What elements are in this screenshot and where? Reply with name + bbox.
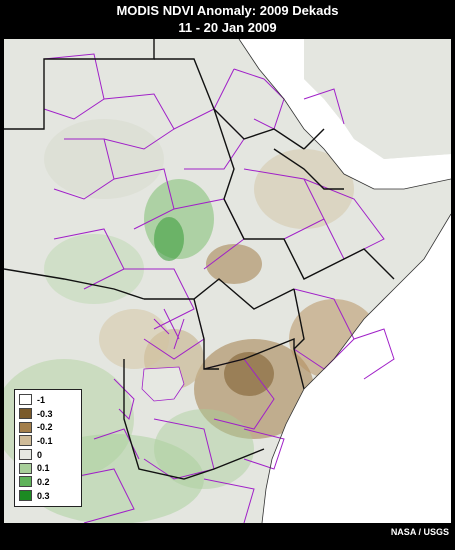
map-subtitle: 11 - 20 Jan 2009 <box>178 20 277 35</box>
legend-item: 0.2 <box>19 475 77 489</box>
credit-text: NASA / USGS <box>390 527 449 537</box>
lake-victoria <box>141 366 185 402</box>
legend-swatch <box>19 476 32 488</box>
legend-label: -0.2 <box>37 422 53 433</box>
legend-swatch <box>19 408 32 420</box>
ndvi-anomaly-map <box>4 39 451 523</box>
legend-swatch <box>19 462 32 474</box>
legend-item: -0.3 <box>19 407 77 421</box>
map-canvas <box>4 39 451 523</box>
legend-swatch <box>19 435 32 447</box>
map-title: MODIS NDVI Anomaly: 2009 Dekads <box>116 3 339 18</box>
indian-ocean <box>262 214 451 523</box>
legend-item: -1 <box>19 393 77 407</box>
red-sea-and-gulf <box>239 39 451 189</box>
legend-swatch <box>19 490 32 502</box>
arabian-peninsula <box>304 39 451 159</box>
legend-swatch <box>19 394 32 406</box>
map-legend: -1 -0.3 -0.2 -0.1 0 0.1 0.2 0.3 <box>14 389 82 507</box>
legend-label: 0.1 <box>37 463 50 474</box>
legend-label: 0.3 <box>37 490 50 501</box>
legend-label: 0.2 <box>37 476 50 487</box>
legend-item: 0 <box>19 448 77 462</box>
legend-label: -1 <box>37 394 46 405</box>
legend-swatch <box>19 421 32 433</box>
legend-item: -0.2 <box>19 420 77 434</box>
legend-swatch <box>19 449 32 461</box>
legend-label: -0.3 <box>37 408 53 419</box>
country-borders <box>4 39 395 480</box>
legend-item: 0.1 <box>19 461 77 475</box>
legend-label: 0 <box>37 449 43 460</box>
legend-item: 0.3 <box>19 489 77 503</box>
legend-item: -0.1 <box>19 434 77 448</box>
coastline <box>238 39 451 523</box>
legend-label: -0.1 <box>37 435 53 446</box>
ndvi-anomaly-layer <box>4 94 451 523</box>
